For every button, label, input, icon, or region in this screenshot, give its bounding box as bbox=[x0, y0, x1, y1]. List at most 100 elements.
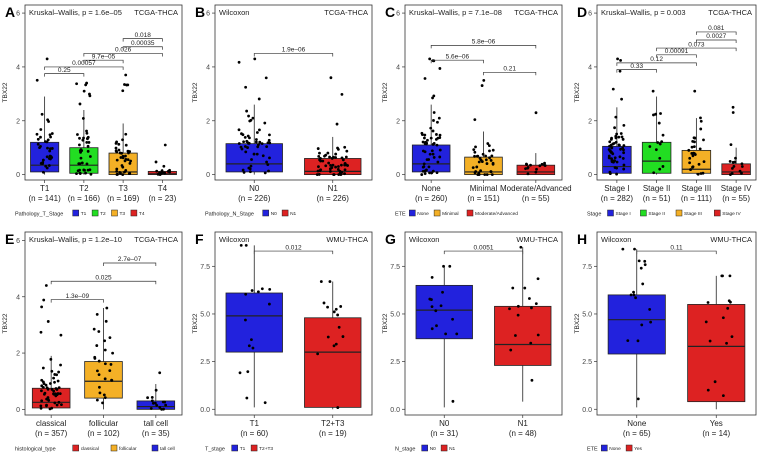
count-label: (n = 226) bbox=[317, 194, 350, 203]
count-label: (n = 55) bbox=[522, 194, 550, 203]
data-point bbox=[740, 162, 744, 166]
p-value-label: 0.026 bbox=[115, 47, 132, 54]
data-point bbox=[526, 172, 530, 176]
test-label: Kruskal–Wallis, p = 7.1e–08 bbox=[409, 8, 502, 17]
data-point bbox=[119, 156, 123, 159]
data-point bbox=[155, 169, 159, 173]
data-point bbox=[610, 160, 614, 164]
data-point bbox=[607, 156, 611, 160]
data-point bbox=[78, 149, 82, 153]
data-point bbox=[260, 287, 264, 291]
data-point bbox=[428, 171, 431, 175]
box-group bbox=[147, 143, 177, 177]
data-point bbox=[326, 151, 330, 155]
box bbox=[304, 317, 362, 408]
legend-title: Pathology_N_Stage bbox=[205, 212, 254, 218]
data-point bbox=[688, 161, 692, 165]
x-tick-label: T1 bbox=[40, 184, 50, 193]
comparison-bracket: 0.33 bbox=[616, 63, 657, 73]
x-tick-label: Stage II bbox=[643, 184, 671, 193]
data-point bbox=[258, 140, 262, 144]
data-point bbox=[40, 399, 44, 403]
data-point bbox=[45, 57, 49, 61]
data-point bbox=[720, 274, 724, 278]
p-value-label: 1.9e–06 bbox=[282, 47, 306, 54]
data-point bbox=[81, 117, 85, 120]
legend-item-label: N0 bbox=[271, 211, 277, 217]
data-point bbox=[45, 386, 49, 390]
data-point bbox=[92, 327, 96, 331]
data-point bbox=[168, 168, 171, 172]
data-point bbox=[528, 297, 531, 300]
data-point bbox=[430, 149, 434, 153]
data-point bbox=[451, 399, 455, 403]
data-point bbox=[332, 310, 336, 314]
x-tick-label: T4 bbox=[158, 184, 168, 193]
data-point bbox=[530, 306, 533, 310]
data-point bbox=[41, 366, 45, 370]
data-point bbox=[317, 154, 321, 158]
data-point bbox=[508, 307, 511, 311]
x-tick-label: follicular bbox=[89, 419, 119, 428]
data-point bbox=[455, 332, 459, 336]
data-point bbox=[114, 146, 118, 150]
data-point bbox=[473, 154, 476, 158]
data-point bbox=[612, 142, 616, 145]
data-point bbox=[322, 301, 326, 305]
legend-swatch bbox=[466, 209, 474, 217]
data-point bbox=[332, 173, 336, 177]
data-point bbox=[115, 167, 119, 171]
data-point bbox=[615, 172, 618, 176]
data-point bbox=[708, 339, 712, 343]
data-point bbox=[529, 341, 533, 345]
data-point bbox=[430, 171, 434, 175]
data-point bbox=[632, 293, 636, 297]
bracket-line bbox=[83, 59, 124, 64]
data-point bbox=[250, 338, 253, 342]
data-point bbox=[46, 138, 50, 142]
plot-frame bbox=[596, 4, 757, 181]
data-point bbox=[477, 171, 481, 175]
data-point bbox=[50, 369, 54, 373]
comparison-bracket: 5.8e–06 bbox=[430, 39, 537, 49]
box-group bbox=[721, 105, 751, 177]
data-point bbox=[337, 165, 340, 168]
data-point bbox=[442, 264, 445, 268]
data-point bbox=[489, 170, 493, 174]
y-tick-label: 2 bbox=[206, 118, 210, 125]
data-point bbox=[317, 173, 321, 176]
dataset-label: TCGA-THCA bbox=[134, 235, 178, 244]
data-point bbox=[432, 156, 436, 159]
data-point bbox=[338, 172, 342, 175]
data-point bbox=[41, 380, 45, 384]
data-point bbox=[35, 78, 39, 82]
legend: T_stage T1 T2+T3 bbox=[205, 444, 273, 453]
data-point bbox=[738, 169, 742, 173]
data-point bbox=[57, 386, 61, 390]
data-point bbox=[105, 306, 109, 310]
data-point bbox=[240, 132, 243, 136]
comparison-bracket: 0.0027 bbox=[696, 33, 737, 43]
data-point bbox=[721, 316, 725, 320]
plot-frame bbox=[24, 4, 183, 181]
data-point bbox=[488, 149, 491, 153]
x-tick-label: N0 bbox=[439, 419, 450, 428]
comparison-bracket: 0.0051 bbox=[443, 244, 524, 255]
legend-swatch bbox=[281, 209, 289, 217]
data-point bbox=[610, 157, 613, 161]
data-point bbox=[608, 140, 612, 144]
data-point bbox=[474, 145, 477, 149]
data-point bbox=[50, 132, 54, 135]
plot-frame bbox=[404, 231, 563, 416]
data-point bbox=[128, 150, 131, 153]
data-point bbox=[47, 164, 51, 167]
legend: Stage Stage I Stage II Stage III Stage IV bbox=[587, 209, 742, 218]
data-point bbox=[237, 142, 241, 145]
data-point bbox=[43, 391, 47, 395]
data-point bbox=[524, 167, 527, 171]
test-label: Kruskal–Wallis, p = 1.6e–05 bbox=[29, 8, 122, 17]
data-point bbox=[328, 155, 331, 159]
data-point bbox=[316, 147, 320, 150]
data-point bbox=[490, 173, 494, 177]
data-point bbox=[244, 150, 248, 154]
